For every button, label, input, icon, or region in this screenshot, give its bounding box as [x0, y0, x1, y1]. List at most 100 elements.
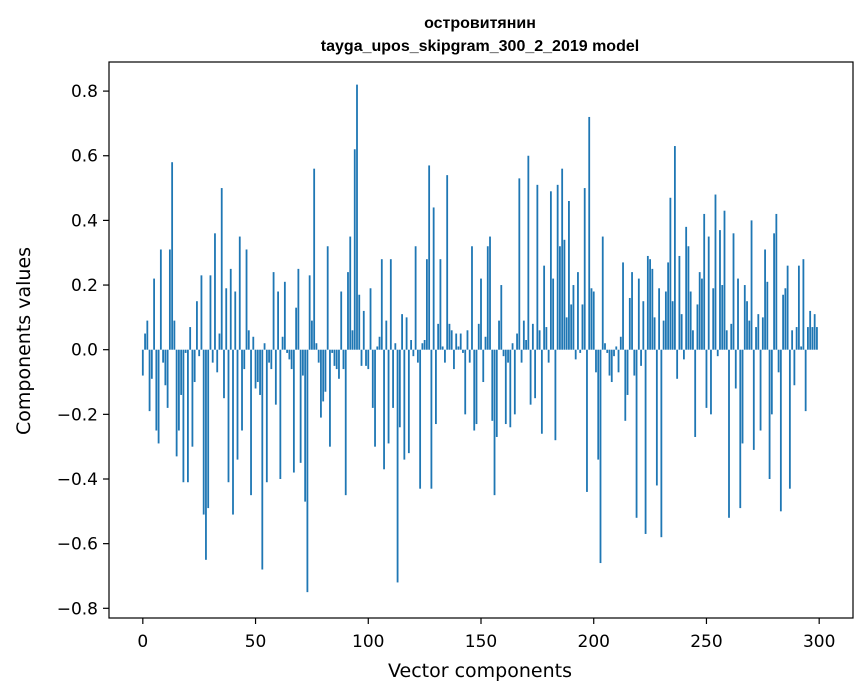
bar — [281, 336, 284, 350]
bar — [202, 349, 205, 515]
bar — [678, 255, 681, 350]
bar — [144, 333, 146, 350]
bar — [425, 259, 428, 350]
bar — [504, 349, 507, 425]
bar — [329, 349, 331, 447]
bar — [241, 349, 243, 431]
bar — [171, 162, 174, 350]
bar — [369, 288, 372, 350]
bar — [437, 323, 440, 350]
bar — [579, 349, 582, 353]
bar — [338, 349, 340, 379]
bar — [583, 188, 586, 350]
bar — [304, 349, 307, 502]
bar — [254, 349, 257, 389]
bar — [547, 349, 550, 363]
bar — [755, 327, 757, 350]
bar — [292, 349, 295, 473]
y-axis-label: Components values — [13, 247, 35, 435]
bar — [162, 349, 165, 363]
bar — [401, 314, 403, 350]
bar — [610, 349, 613, 383]
bar — [752, 349, 755, 450]
bar — [531, 323, 534, 350]
bar — [407, 349, 410, 454]
bar — [759, 349, 762, 431]
bar — [432, 207, 435, 350]
bar — [396, 349, 399, 583]
bar — [247, 330, 250, 350]
y-tick-label: 0.0 — [71, 341, 98, 361]
bar — [349, 236, 352, 350]
bar — [757, 314, 760, 350]
bar — [450, 330, 453, 350]
bar — [353, 149, 356, 350]
bar — [193, 349, 196, 383]
bar — [205, 349, 207, 560]
bar — [229, 268, 232, 350]
bar — [507, 349, 509, 363]
bar — [683, 349, 685, 360]
bar — [362, 310, 365, 350]
bar — [207, 349, 210, 509]
bar — [410, 340, 413, 350]
y-axis-ticks: −0.8 −0.6 −0.4 −0.2 0.0 0.2 0.4 0.6 0.8 — [57, 82, 109, 619]
bar — [360, 349, 363, 366]
bar — [453, 349, 455, 370]
bar — [466, 330, 469, 350]
bar — [482, 349, 485, 383]
bar — [606, 349, 609, 353]
bar — [703, 213, 706, 350]
bar — [374, 349, 376, 447]
bar — [430, 349, 433, 489]
bar — [586, 349, 588, 492]
bar — [455, 333, 458, 350]
bar — [669, 197, 672, 350]
bar — [459, 333, 462, 350]
bar — [737, 278, 739, 350]
bar — [746, 301, 748, 350]
bar — [770, 349, 773, 415]
bar — [317, 349, 320, 363]
bar — [385, 320, 388, 350]
bar — [218, 333, 221, 350]
bar — [516, 333, 518, 350]
bar — [511, 343, 514, 350]
bar — [721, 285, 724, 350]
bar — [484, 336, 487, 350]
bar — [423, 340, 426, 350]
bar — [421, 343, 424, 350]
bar — [667, 262, 670, 350]
bar — [534, 349, 537, 399]
y-tick-label: 0.2 — [71, 276, 98, 296]
bar — [324, 349, 327, 392]
bar — [581, 304, 584, 350]
bar — [545, 327, 548, 350]
bar — [673, 146, 676, 350]
bar — [480, 278, 482, 350]
bar — [556, 184, 559, 350]
bar — [299, 349, 302, 463]
bar — [572, 285, 575, 350]
bar — [662, 320, 665, 350]
bar — [486, 246, 489, 350]
bar — [802, 259, 805, 350]
bar — [536, 184, 539, 350]
bar — [493, 349, 496, 496]
bar — [766, 281, 769, 350]
bar — [166, 349, 169, 408]
x-tick-label: 150 — [465, 632, 497, 652]
bar — [184, 349, 187, 353]
bar — [209, 275, 212, 350]
x-tick-label: 100 — [352, 632, 384, 652]
bar — [315, 343, 318, 350]
x-tick-label: 0 — [137, 632, 148, 652]
bar — [448, 323, 451, 350]
bar — [495, 349, 498, 437]
bar — [764, 249, 766, 350]
bar — [777, 349, 780, 373]
bar — [644, 349, 647, 534]
x-tick-label: 250 — [690, 632, 722, 652]
bar — [563, 239, 566, 350]
bar — [543, 265, 546, 350]
